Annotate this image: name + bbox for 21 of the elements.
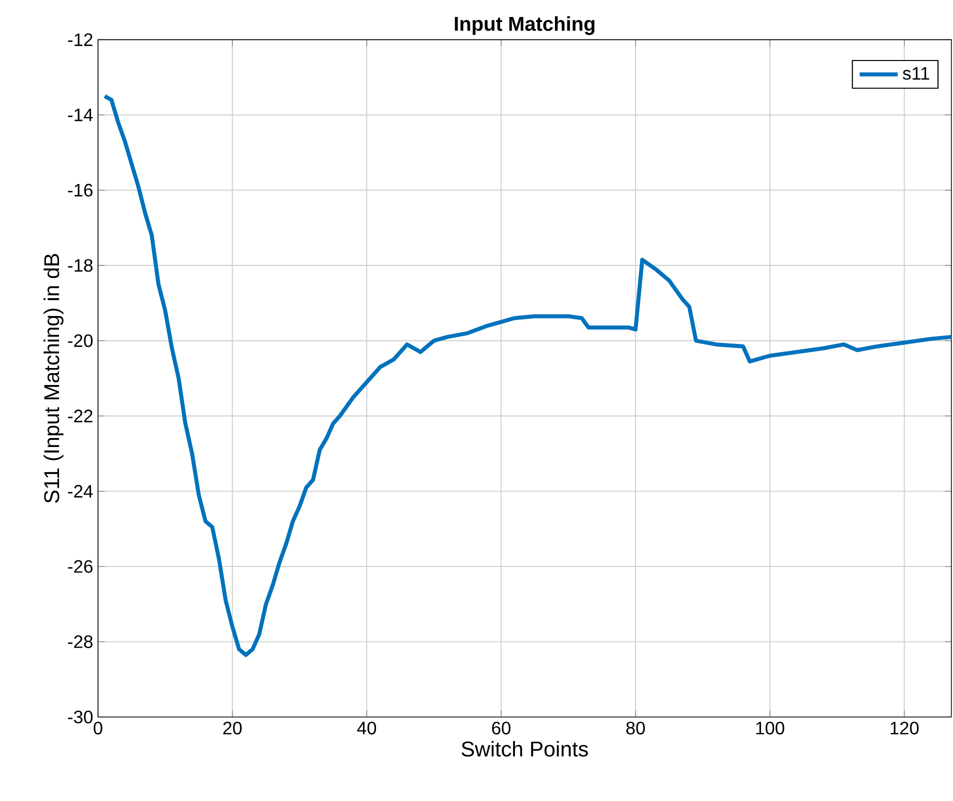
y-tick-label: -22 <box>68 410 92 422</box>
x-tick-label: 60 <box>492 722 510 734</box>
x-tick-label: 80 <box>626 722 645 734</box>
y-tick-label: -28 <box>68 635 92 648</box>
y-tick-label: -16 <box>68 184 92 197</box>
x-tick-label: 100 <box>756 722 784 734</box>
x-tick-label: 20 <box>223 722 242 734</box>
y-tick-label: -20 <box>68 334 93 348</box>
y-tick-label: -30 <box>68 710 93 724</box>
chart-title: Input Matching <box>454 16 594 35</box>
y-tick-label: -26 <box>68 560 92 573</box>
y-tick-label: -24 <box>68 484 93 498</box>
legend-label: s11 <box>902 67 930 80</box>
y-axis-title: S11 (Input Matching) in dB <box>44 254 64 503</box>
y-tick-label: -12 <box>68 33 92 46</box>
x-tick-label: 120 <box>890 722 919 734</box>
y-tick-label: -18 <box>68 259 92 272</box>
y-tick-label: -14 <box>68 108 93 122</box>
x-tick-label: 0 <box>94 722 102 734</box>
x-tick-label: 40 <box>357 722 376 734</box>
x-axis-title: Switch Points <box>462 740 588 757</box>
